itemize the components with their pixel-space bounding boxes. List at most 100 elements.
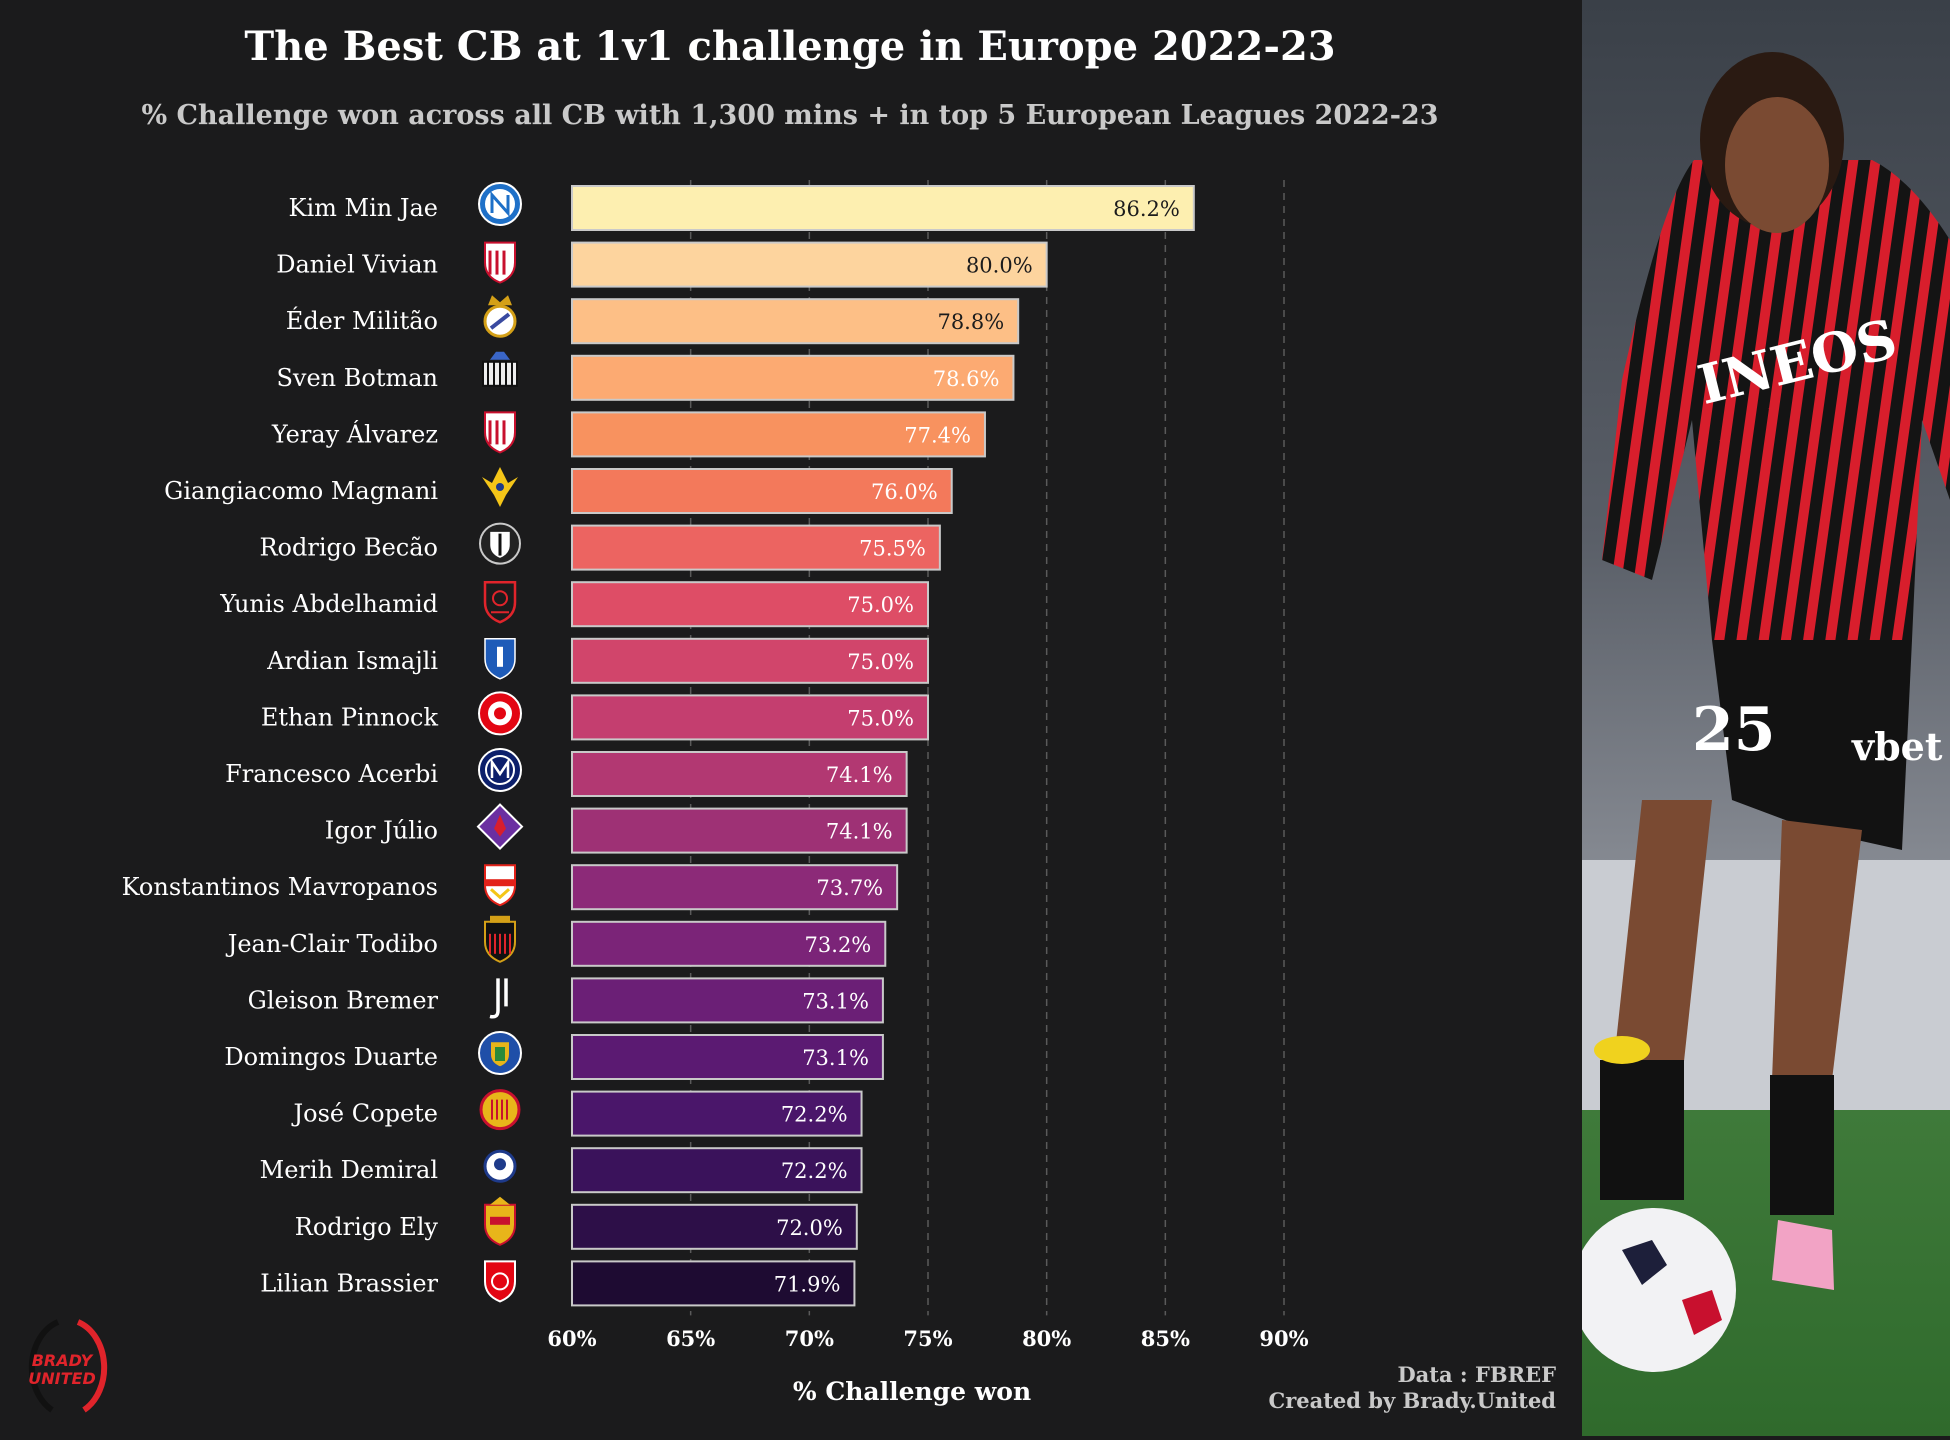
brentford-crest-icon [478,691,522,736]
player-label: Ardian Ismajli [266,647,438,675]
bar [571,864,899,911]
player-photo: INEOS 25 vbet [1582,0,1950,1436]
fiorentina-crest-icon [476,803,524,851]
player-label: José Copete [291,1100,438,1128]
bar-value-label: 86.2% [1113,197,1180,221]
bars: 86.2% 80.0% 78.8% 78.6% 77.4% 76.0% 75.5% 75.0%… [571,185,1195,1307]
logo-arc-icon [76,1319,108,1413]
getafe-crest-icon [478,1031,522,1075]
player-label: Gleison Bremer [248,986,439,1014]
bar [571,920,887,967]
gridlines [689,180,1285,1316]
almeria-crest-icon [484,1196,516,1246]
player-label: Sven Botman [276,364,438,392]
shorts [1712,640,1912,850]
logo-text-line2: UNITED [28,1369,95,1388]
player-label: Daniel Vivian [276,251,438,279]
brest-crest-icon [484,1260,516,1303]
bar-chart: The Best CB at 1v1 challenge in Europe 2… [28,23,1556,1413]
bar [571,298,1020,345]
bar [571,1147,863,1194]
tape [1594,1036,1650,1064]
bar-value-label: 76.0% [871,480,938,504]
napoli-crest-icon [478,182,522,226]
bar-value-label: 74.1% [826,763,893,787]
jersey [1602,160,1950,640]
x-tick-label: 85% [1141,1326,1190,1351]
player-label: Francesco Acerbi [225,760,438,788]
bar [571,1260,856,1307]
chart-area: The Best CB at 1v1 challenge in Europe 2… [28,23,1557,1413]
player-label: Ethan Pinnock [261,703,439,731]
athletic-bilbao-crest-icon [484,241,516,284]
bar-value-label: 73.7% [816,876,883,900]
x-tick-label: 65% [666,1326,715,1351]
player-label: Rodrigo Becão [259,534,438,562]
player-label: Igor Júlio [325,817,438,845]
bar-value-label: 73.2% [805,933,872,957]
bar [571,977,884,1024]
real-madrid-crest-icon [483,295,517,338]
football-panel-icon [1622,1240,1667,1285]
bar [571,468,953,514]
player-label: Giangiacomo Magnani [164,477,438,505]
bar-value-label: 75.0% [847,650,914,674]
juventus-crest-icon [489,978,508,1019]
bar [571,751,908,797]
shorts-sponsor: vbet [1851,724,1943,769]
chart-title: The Best CB at 1v1 challenge in Europe 2… [244,23,1335,70]
player-labels: Kim Min Jae Daniel Vivian Éder Militão Sven… [122,194,439,1297]
player-label: Merih Demiral [260,1156,438,1184]
x-tick-label: 70% [785,1326,834,1351]
sock-right [1770,1075,1834,1215]
x-axis-ticks: 60% 65% 70% 75% 80% 85% 90% [547,1326,1308,1351]
player-photo-illustration: INEOS 25 vbet [1582,0,1950,1436]
player-label: Domingos Duarte [224,1043,438,1071]
bar-value-label: 75.5% [859,537,926,561]
bar [571,807,908,854]
bar [571,581,929,628]
udinese-crest-icon [479,522,521,565]
bar [571,354,1015,401]
bar-value-label: 74.1% [826,820,893,844]
athletic-bilbao-crest-icon [484,411,516,454]
bar [571,694,929,741]
player-label: Rodrigo Ely [295,1213,439,1241]
sock-left [1600,1060,1684,1200]
bar-value-label: 78.6% [933,367,1000,391]
bar-value-label: 72.0% [776,1216,843,1240]
bar [571,524,941,571]
bar [571,1034,884,1080]
bar-value-label: 75.0% [847,593,914,617]
x-axis-label: % Challenge won [793,1377,1031,1406]
nice-crest-icon [484,915,516,963]
bar-value-label: 71.9% [774,1272,841,1296]
x-tick-label: 90% [1259,1326,1308,1351]
x-tick-label: 60% [547,1326,596,1351]
empoli-crest-icon [484,638,516,680]
player-label: Kim Min Jae [289,194,438,222]
brady-united-logo: BRADY UNITED [28,1319,108,1413]
player-label: Éder Militão [286,306,438,335]
newcastle-crest-icon [482,351,518,387]
bar [571,241,1048,288]
player-label: Jean-Clair Todibo [225,930,438,958]
data-source: Data : FBREF [1397,1362,1556,1387]
bar-value-label: 77.4% [904,423,971,447]
bar [571,637,929,684]
bar-value-label: 72.2% [781,1103,848,1127]
boot-icon [1772,1220,1834,1290]
bar-value-label: 73.1% [802,989,869,1013]
player-label: Konstantinos Mavropanos [122,873,438,901]
logo-text-line1: BRADY [32,1351,94,1370]
author-credit: Created by Brady.United [1268,1388,1556,1413]
bar-value-label: 78.8% [937,310,1004,334]
player-face [1725,97,1829,233]
bar-value-label: 72.2% [781,1159,848,1183]
chart-subtitle: % Challenge won across all CB with 1,300… [142,100,1439,131]
bar [571,411,986,458]
football-panel-red-icon [1682,1290,1722,1335]
x-tick-label: 80% [1022,1326,1071,1351]
player-label: Yunis Abdelhamid [219,590,438,618]
bar [571,1203,858,1250]
